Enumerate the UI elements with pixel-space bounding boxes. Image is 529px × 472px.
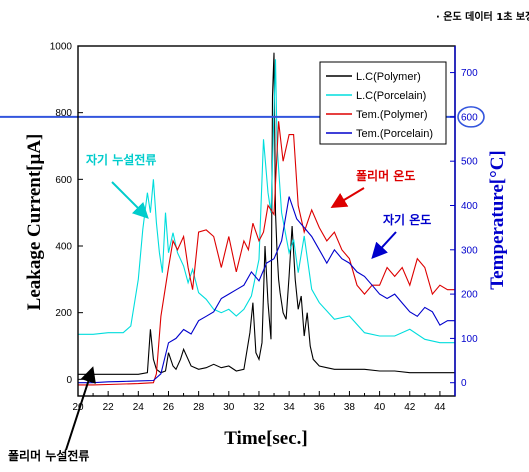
series-line-3 [78,196,455,384]
y-right-ticks: 0 100 200 300 400 500 600 700 [450,46,478,396]
legend-label: Tem.(Porcelain) [356,128,433,140]
legend-label: L.C(Porcelain) [356,90,426,102]
y-axis-left-label: Leakage Current[μA] [24,134,45,311]
annotation-polymer-current: 폴리머 누설전류 [8,448,89,463]
y-left-tick-label: 400 [55,242,72,253]
arrow-polymer-temp [330,187,365,209]
legend-label: L.C(Polymer) [356,71,421,83]
x-tick-label: 44 [434,402,446,413]
y-left-tick-label: 600 [55,175,72,186]
x-tick-label: 36 [314,402,326,413]
series-line-0 [78,52,455,375]
arrow-porcelain-temp [371,231,397,259]
series-layer [78,52,455,386]
x-tick-label: 22 [103,402,115,413]
x-tick-label: 42 [404,402,416,413]
x-tick-label: 28 [193,402,205,413]
x-tick-label: 20 [72,402,84,413]
x-tick-label: 38 [344,402,356,413]
annotation-porcelain-current: 자기 누설전류 [86,152,156,167]
y-right-tick-label: 600 [461,112,478,123]
x-tick-label: 26 [163,402,175,413]
x-axis-label: Time[sec.] [224,428,308,449]
y-left-tick-label: 200 [55,308,72,319]
annotation-porcelain-temp: 자기 온도 [383,212,431,227]
x-ticks: 20 22 24 26 28 30 32 34 36 38 40 42 44 [72,391,446,413]
y-left-tick-label: 1000 [50,42,73,53]
y-left-ticks: 0 200 400 600 800 1000 [50,42,83,386]
x-tick-label: 24 [133,402,145,413]
annotations: 자기 누설전류 폴리머 온도 자기 온도 폴리머 누설전류 [8,152,431,463]
y-right-tick-label: 300 [461,245,478,256]
arrow-polymer-current [65,366,96,451]
series-line-2 [78,121,455,386]
x-tick-label: 34 [284,402,296,413]
y-right-tick-label: 400 [461,201,478,212]
y-left-tick-label: 0 [66,375,72,386]
y-axis-right-label: Temperature[°C] [487,150,508,290]
legend: L.C(Polymer) L.C(Porcelain) Tem.(Polymer) T… [319,61,447,145]
series-line-1 [78,59,455,344]
note-text: · 온도 데이터 1초 보정 [436,10,529,23]
x-tick-label: 32 [253,402,265,413]
arrow-porcelain-current [111,181,149,219]
y-right-tick-label: 100 [461,334,478,345]
y-right-tick-label: 500 [461,157,478,168]
x-tick-label: 40 [374,402,386,413]
y-right-tick-label: 200 [461,290,478,301]
annotation-polymer-temp: 폴리머 온도 [356,168,415,183]
reference-circle [457,106,485,128]
legend-items: L.C(Polymer) L.C(Porcelain) Tem.(Polymer) T… [326,71,433,140]
y-left-tick-label: 800 [55,108,72,119]
x-tick-label: 30 [223,402,235,413]
y-right-tick-label: 0 [461,378,467,389]
legend-label: Tem.(Polymer) [356,109,428,121]
y-right-tick-label: 700 [461,68,478,79]
